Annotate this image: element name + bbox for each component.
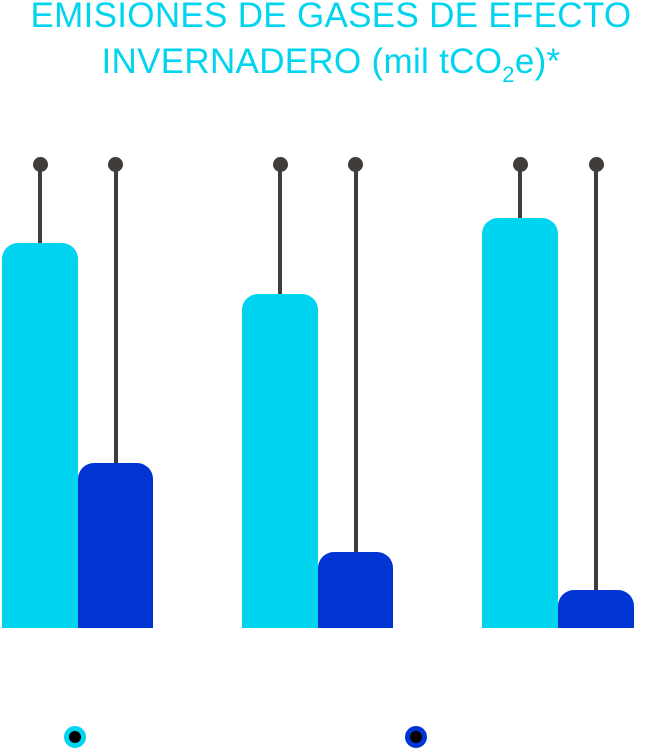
chart-title-subscript: 2 — [502, 62, 515, 87]
chart-title-line-1: EMISIONES DE GASES DE EFECTO — [30, 0, 632, 35]
lollipop-dot — [588, 156, 604, 172]
legend-marker-series-2 — [405, 726, 427, 748]
chart-title-text: INVERNADERO (mil tCO — [101, 42, 503, 81]
bar-series-2 — [558, 590, 634, 628]
lollipop-dot — [32, 156, 48, 172]
lollipop-stem — [594, 164, 598, 628]
lollipop-dot — [272, 156, 288, 172]
bar-series-2 — [78, 463, 153, 628]
bar-series-1 — [482, 218, 558, 628]
legend-marker-series-1 — [64, 726, 86, 748]
bar-series-1 — [2, 243, 78, 628]
lollipop-stem — [353, 164, 358, 628]
lollipop-dot — [348, 156, 363, 172]
lollipop-stem — [113, 164, 118, 628]
bar-series-2 — [318, 552, 393, 628]
chart-title-suffix: e)* — [514, 42, 561, 81]
lollipop-dot — [512, 156, 528, 172]
chart-title-line-2: INVERNADERO (mil tCO2e)* — [0, 40, 662, 87]
bar-series-1 — [242, 294, 318, 628]
lollipop-dot — [108, 156, 123, 172]
